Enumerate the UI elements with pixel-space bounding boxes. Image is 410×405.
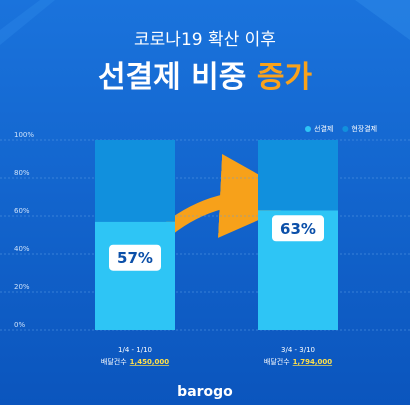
y-tick-label: 100% <box>14 131 34 139</box>
y-tick-label: 0% <box>14 321 25 329</box>
count-caption: 배달건수 <box>101 357 127 366</box>
title-main: 선결제 비중 <box>98 60 246 95</box>
decoration <box>355 0 410 40</box>
x-tick-label: 3/4 - 3/10 <box>281 346 315 354</box>
decoration <box>0 0 55 45</box>
title: 선결제 비중 증가 <box>98 60 313 95</box>
legend-swatch <box>342 126 349 132</box>
delivery-count: 배달건수 1,794,000 <box>264 357 332 366</box>
x-tick-label: 1/4 - 1/10 <box>118 346 152 354</box>
subtitle: 코로나19 확산 이후 <box>134 30 276 50</box>
brand-logo: barogo <box>177 384 233 400</box>
legend-label: 현장결제 <box>351 124 377 133</box>
value-label: 57% <box>117 249 153 267</box>
count-value: 1,450,000 <box>130 358 170 366</box>
value-label-box <box>272 215 324 242</box>
count-caption: 배달건수 <box>264 357 290 366</box>
legend-swatch <box>305 126 311 132</box>
value-label-box <box>109 244 161 271</box>
y-tick-label: 40% <box>14 245 30 253</box>
y-tick-label: 80% <box>14 169 30 177</box>
bar-segment <box>258 140 338 211</box>
value-label: 63% <box>280 220 316 238</box>
y-tick-label: 20% <box>14 283 30 291</box>
count-value: 1,794,000 <box>293 358 333 366</box>
delivery-count: 배달건수 1,450,000 <box>101 357 169 366</box>
title-highlight: 증가 <box>257 60 313 95</box>
y-tick-label: 60% <box>14 207 30 215</box>
bar-segment <box>95 140 175 222</box>
bar-segment <box>95 221 175 330</box>
legend-label: 선결제 <box>314 124 333 133</box>
